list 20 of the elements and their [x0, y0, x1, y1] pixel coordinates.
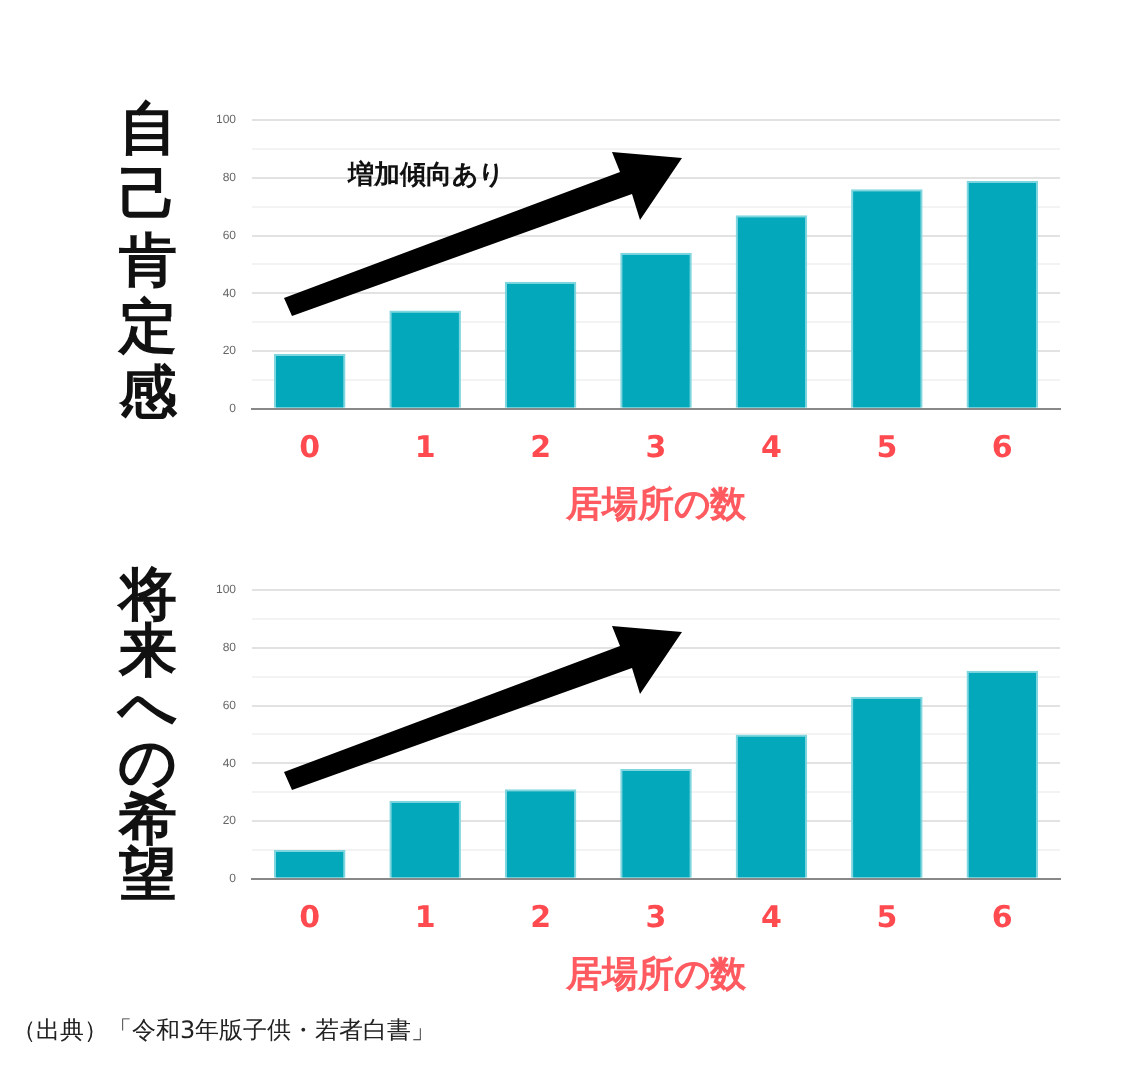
text: （出典）「令和3年版子供・若者白書」 [12, 1014, 436, 1048]
y-axis-title: 自己肯定感 [116, 94, 179, 426]
x-tick-label: 0 [299, 428, 321, 465]
x-tick-label: 1 [414, 428, 436, 465]
x-tick-label: 1 [414, 898, 436, 935]
annotation: 増加傾向あり [346, 158, 505, 191]
y-axis-title: 将来への希望 [116, 560, 180, 908]
x-tick-label: 5 [876, 898, 898, 935]
x-tick-label: 0 [299, 898, 321, 935]
x-axis-title: 居場所の数 [564, 953, 749, 996]
x-tick-label: 3 [645, 898, 667, 935]
x-tick-label: 4 [761, 898, 782, 935]
x-tick-label: 5 [876, 428, 898, 465]
x-tick-label: 6 [991, 898, 1013, 935]
x-tick-label: 4 [761, 428, 782, 465]
x-axis-title: 居場所の数 [564, 483, 749, 526]
x-tick-label: 3 [645, 428, 667, 465]
x-tick-label: 2 [530, 428, 552, 465]
x-tick-label: 2 [530, 898, 552, 935]
x-tick-label: 6 [991, 428, 1013, 465]
